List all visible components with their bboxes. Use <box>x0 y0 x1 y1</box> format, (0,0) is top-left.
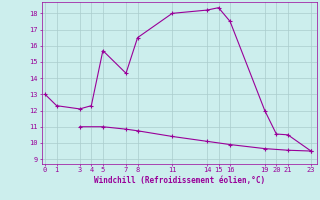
X-axis label: Windchill (Refroidissement éolien,°C): Windchill (Refroidissement éolien,°C) <box>94 176 265 185</box>
